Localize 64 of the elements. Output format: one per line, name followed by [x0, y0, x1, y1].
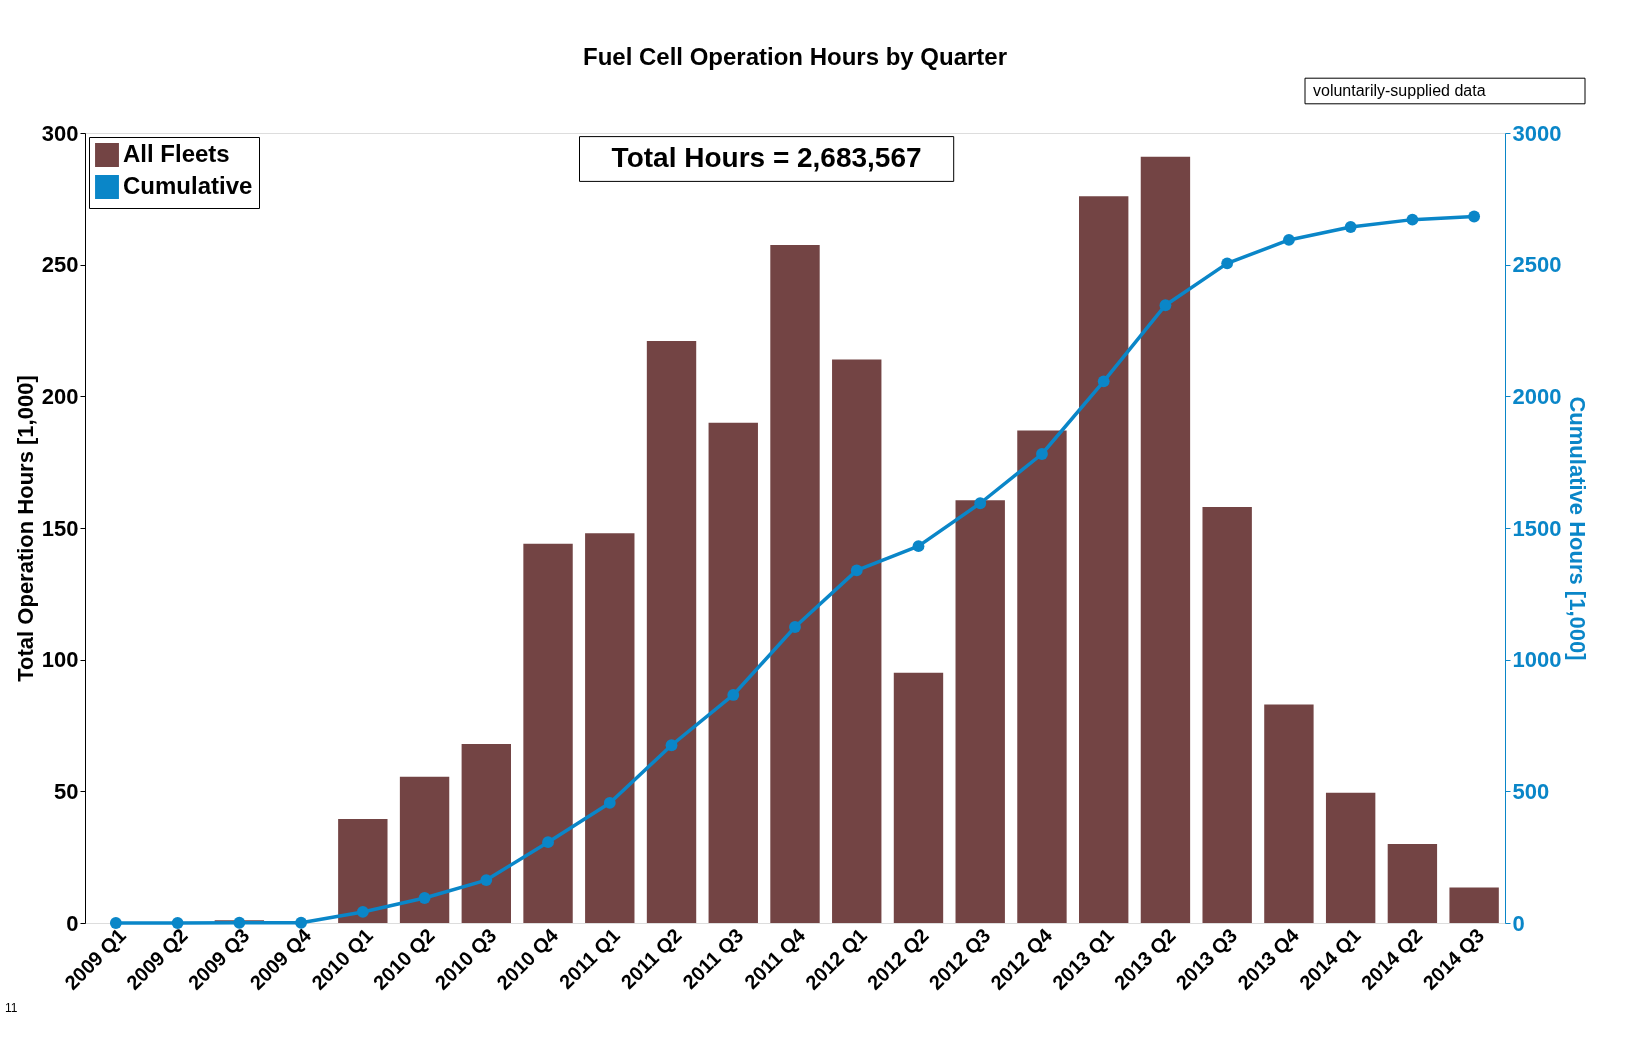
y-tick-label: 150 — [41, 515, 79, 541]
bar — [338, 818, 388, 923]
bar — [1140, 156, 1191, 923]
bar — [646, 341, 697, 923]
y2-axis-title: Cumulative Hours [1,000] — [1565, 396, 1591, 661]
y-axis-title: Total Operation Hours [1,000] — [12, 375, 38, 682]
point — [1221, 257, 1234, 270]
y2-tick-label: 500 — [1512, 778, 1550, 804]
bar — [770, 244, 820, 923]
bar — [955, 500, 1005, 923]
point — [1344, 221, 1357, 233]
point — [171, 917, 184, 929]
y-tick-label: 0 — [66, 910, 79, 936]
y-tick-label: 100 — [41, 647, 79, 673]
y-tick-label: 50 — [54, 778, 79, 804]
bar — [1387, 844, 1438, 923]
y2-tick-label: 2000 — [1512, 383, 1562, 409]
bar — [523, 543, 573, 923]
point — [603, 797, 616, 809]
point — [1406, 213, 1419, 226]
bar — [708, 422, 758, 923]
text: voluntarily-supplied data — [1313, 82, 1486, 99]
text: 11 — [5, 1001, 18, 1015]
bar — [1202, 506, 1252, 923]
point — [789, 621, 801, 633]
bar — [893, 672, 944, 923]
bar — [1449, 887, 1499, 923]
point — [665, 739, 678, 752]
bar — [1017, 430, 1067, 923]
point — [1468, 210, 1481, 223]
bar — [1264, 704, 1314, 923]
point — [850, 564, 863, 577]
point — [1283, 234, 1295, 246]
point — [295, 916, 307, 929]
point — [233, 916, 246, 929]
point — [912, 540, 925, 553]
point — [974, 497, 987, 510]
y2-tick-label: 3000 — [1512, 120, 1562, 146]
y-tick-label: 200 — [41, 383, 79, 409]
legend-label: Cumulative — [123, 172, 253, 199]
point — [418, 892, 431, 904]
y-tick-label: 250 — [41, 252, 79, 278]
y-tick-label: 300 — [41, 120, 79, 146]
point — [1036, 448, 1048, 460]
point — [1159, 299, 1172, 312]
point — [109, 917, 122, 929]
bar — [832, 359, 882, 923]
y2-tick-label: 0 — [1512, 910, 1525, 936]
legend-label: All Fleets — [123, 140, 230, 167]
point — [356, 906, 369, 918]
y2-tick-label: 1000 — [1512, 647, 1562, 673]
chart-title: Fuel Cell Operation Hours by Quarter — [582, 42, 1008, 70]
bar — [461, 743, 511, 923]
bar — [585, 533, 635, 923]
point — [727, 689, 740, 701]
bar — [399, 776, 450, 923]
point — [480, 874, 493, 886]
point — [1097, 375, 1110, 388]
y2-tick-label: 2500 — [1512, 252, 1562, 278]
y2-tick-label: 1500 — [1512, 515, 1562, 541]
bar — [1079, 196, 1129, 923]
annotation: Total Hours = 2,683,567 — [611, 142, 922, 173]
bar — [1325, 792, 1376, 923]
point — [542, 836, 554, 849]
